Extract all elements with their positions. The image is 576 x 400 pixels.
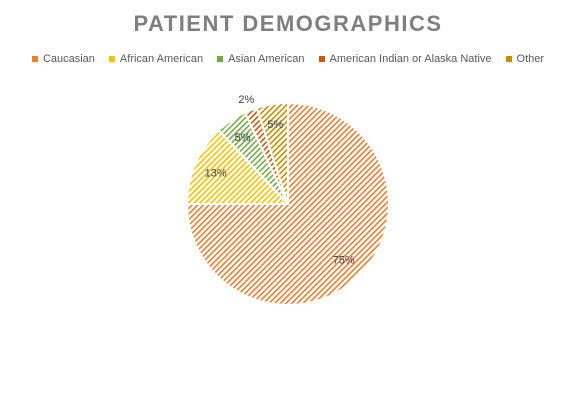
legend-item-african-american: African American [108, 53, 204, 65]
data-label-asian-american: 5% [235, 132, 251, 144]
legend-swatch [31, 56, 38, 62]
legend-swatch [217, 56, 224, 62]
legend-label: American Indian or Alaska Native [329, 53, 492, 65]
legend-item-asian-american: Asian American [217, 53, 305, 65]
legend-swatch [505, 56, 512, 62]
legend-item-caucasian: Caucasian [31, 53, 95, 65]
legend: Caucasian African American Asian American A… [0, 53, 576, 65]
legend-label: African American [119, 53, 204, 65]
legend-label: Caucasian [42, 53, 95, 65]
data-label-other: 5% [267, 119, 283, 131]
pie-slice-other [255, 101, 289, 205]
legend-item-american-indian-or-alaska-native: American Indian or Alaska Native [318, 53, 492, 65]
legend-item-other: Other [505, 53, 545, 65]
data-label-african-american: 13% [205, 168, 227, 180]
chart-title: PATIENT DEMOGRAPHICS [133, 11, 443, 36]
legend-label: Asian American [228, 53, 305, 65]
legend-swatch [318, 56, 325, 62]
legend-swatch [108, 56, 115, 62]
legend-label: Other [516, 53, 545, 65]
data-label-american-indian-or-alaska-native: 2% [238, 94, 254, 106]
pie-slice-african-american [185, 128, 291, 205]
data-label-caucasian: 75% [333, 255, 355, 267]
